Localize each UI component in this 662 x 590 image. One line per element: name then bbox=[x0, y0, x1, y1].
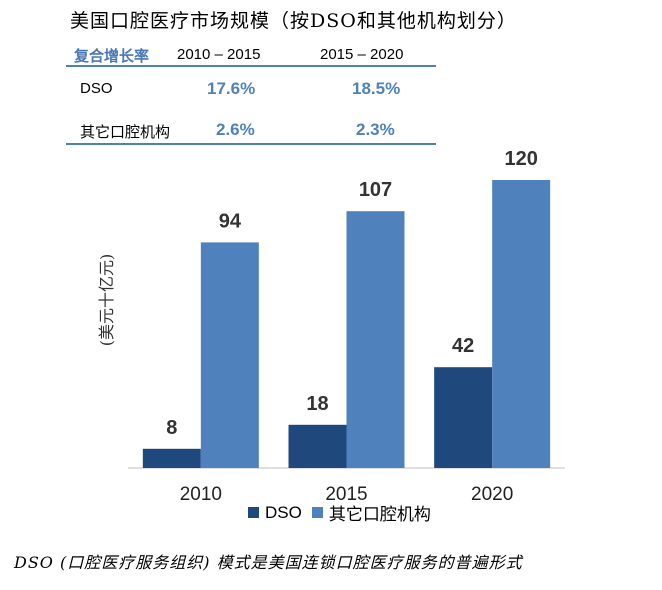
bar-other-2015 bbox=[346, 211, 405, 468]
legend-label-dso: DSO bbox=[265, 502, 302, 522]
table-rule-top bbox=[66, 65, 436, 67]
bar-dso-2015 bbox=[288, 424, 347, 468]
data-label-dso-2015: 18 bbox=[306, 393, 328, 415]
legend-swatch-dso bbox=[248, 507, 259, 518]
bar-dso-2010 bbox=[142, 448, 201, 468]
row-label-other: 其它口腔机构 bbox=[80, 123, 171, 141]
data-label-other-2010: 94 bbox=[219, 210, 242, 232]
legend-item-other: 其它口腔机构 bbox=[311, 500, 431, 525]
other-cagr-2015-2020: 2.3% bbox=[356, 120, 395, 139]
legend-item-dso: DSO bbox=[248, 503, 302, 523]
legend-swatch-other bbox=[311, 507, 323, 518]
period-header-2: 2015 – 2020 bbox=[320, 46, 404, 63]
dso-cagr-2010-2015: 17.6% bbox=[207, 79, 256, 98]
cagr-header: 复合增长率 bbox=[74, 47, 150, 65]
data-label-dso-2010: 8 bbox=[166, 417, 177, 439]
legend: DSO 其它口腔机构 bbox=[248, 500, 441, 525]
bar-other-2010 bbox=[200, 242, 259, 468]
other-cagr-2010-2015: 2.6% bbox=[216, 120, 255, 139]
data-label-dso-2020: 42 bbox=[452, 335, 474, 357]
table-rule-bottom bbox=[66, 143, 436, 145]
bar-other-2020 bbox=[492, 180, 551, 468]
data-label-other-2020: 120 bbox=[504, 148, 537, 170]
legend-label-other: 其它口腔机构 bbox=[328, 505, 431, 525]
footnote: DSO (口腔医疗服务组织) 模式是美国连锁口腔医疗服务的普遍形式 bbox=[14, 553, 523, 572]
dso-cagr-2015-2020: 18.5% bbox=[352, 79, 401, 98]
page-title: 美国口腔医疗市场规模（按DSO和其他机构划分） bbox=[70, 10, 517, 32]
x-tick-2010: 2010 bbox=[180, 484, 222, 505]
row-label-dso: DSO bbox=[80, 80, 113, 97]
x-tick-2020: 2020 bbox=[471, 484, 513, 505]
data-label-other-2015: 107 bbox=[359, 179, 392, 201]
period-header-1: 2010 – 2015 bbox=[177, 46, 261, 63]
bar-dso-2020 bbox=[434, 367, 493, 468]
x-tick-2015: 2015 bbox=[325, 484, 367, 505]
